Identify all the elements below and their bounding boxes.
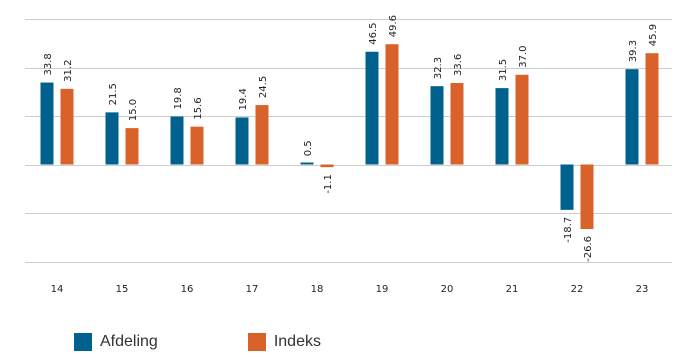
- data-label: 31.2: [63, 60, 74, 82]
- data-label: 45.9: [648, 24, 659, 46]
- data-label: 15.6: [193, 97, 204, 119]
- data-label: 49.6: [388, 15, 399, 37]
- data-label: 37.0: [518, 46, 529, 68]
- x-tick-label: 15: [116, 284, 129, 295]
- bar-afdeling: [495, 88, 509, 165]
- bar-indeks: [385, 44, 399, 165]
- bar-afdeling: [40, 82, 54, 165]
- bar-chart: 14 33.8 31.2 15 21.5 15.0 16 19.8 15.6 17 19.4 24.5…: [25, 15, 672, 295]
- x-tick-label: 18: [311, 284, 324, 295]
- bar-indeks: [190, 126, 204, 165]
- bar-indeks: [580, 164, 594, 230]
- bar-indeks: [255, 105, 269, 165]
- data-label: 24.5: [258, 76, 269, 98]
- bar-indeks: [515, 74, 529, 165]
- x-tick-label: 17: [246, 284, 259, 295]
- data-label: -18.7: [563, 217, 574, 243]
- legend-label-indeks: Indeks: [273, 333, 321, 350]
- legend: Afdeling Indeks: [74, 333, 321, 351]
- bar-afdeling: [365, 51, 379, 165]
- data-label: -26.6: [583, 236, 594, 262]
- bar-afdeling: [430, 86, 444, 165]
- bar-indeks: [645, 53, 659, 165]
- bar-indeks: [320, 164, 334, 168]
- legend-label-afdeling: Afdeling: [100, 333, 158, 350]
- data-label: 46.5: [368, 22, 379, 44]
- x-tick-label: 19: [376, 284, 389, 295]
- x-tick-label: 16: [181, 284, 194, 295]
- bar-indeks: [60, 88, 74, 165]
- legend-item-afdeling: Afdeling: [74, 333, 158, 351]
- legend-swatch-afdeling: [74, 333, 92, 351]
- bar-afdeling: [105, 112, 119, 165]
- data-label: 15.0: [128, 99, 139, 121]
- data-label: 33.6: [453, 54, 464, 76]
- bar-afdeling: [300, 162, 314, 165]
- data-label: 33.8: [43, 53, 54, 75]
- bar-afdeling: [560, 164, 574, 210]
- bar-afdeling: [170, 116, 184, 165]
- bar-afdeling: [235, 117, 249, 165]
- data-label: 0.5: [303, 140, 314, 156]
- data-label: 19.8: [173, 87, 184, 109]
- bar-indeks: [450, 83, 464, 165]
- data-label: 31.5: [498, 59, 509, 81]
- data-label: 32.3: [433, 57, 444, 79]
- data-label: 21.5: [108, 83, 119, 105]
- x-tick-label: 14: [51, 284, 64, 295]
- legend-swatch-indeks: [247, 333, 266, 351]
- data-label: -1.1: [323, 174, 334, 194]
- bar-indeks: [125, 128, 139, 165]
- x-tick-label: 20: [441, 284, 454, 295]
- x-tick-label: 21: [506, 284, 519, 295]
- bar-afdeling: [625, 69, 639, 165]
- x-tick-label: 22: [571, 284, 584, 295]
- data-label: 19.4: [238, 88, 249, 110]
- data-label: 39.3: [628, 40, 639, 62]
- x-tick-label: 23: [636, 284, 649, 295]
- legend-item-indeks: Indeks: [247, 333, 321, 351]
